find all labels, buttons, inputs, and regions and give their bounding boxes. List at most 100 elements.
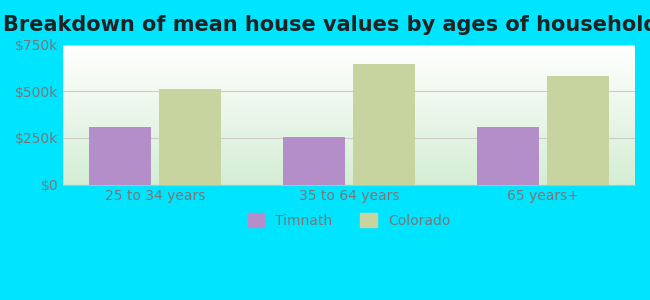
Bar [63, 84, 635, 86]
Bar [63, 70, 635, 71]
Bar [63, 151, 635, 152]
Bar [63, 97, 635, 98]
Bar [63, 71, 635, 73]
Bar [63, 183, 635, 184]
Bar [63, 55, 635, 56]
Bar [63, 105, 635, 106]
Bar [63, 90, 635, 91]
Bar [63, 98, 635, 99]
Bar [63, 137, 635, 139]
Bar [63, 169, 635, 171]
Bar [63, 120, 635, 122]
Bar [63, 73, 635, 74]
Bar [63, 58, 635, 59]
Bar [63, 66, 635, 67]
Bar [63, 64, 635, 66]
Bar [63, 118, 635, 119]
Bar [63, 164, 635, 165]
Bar [63, 179, 635, 180]
Bar [63, 106, 635, 108]
Bar [63, 81, 635, 83]
Bar [63, 154, 635, 155]
Bar [63, 140, 635, 141]
Bar [63, 94, 635, 95]
Bar [63, 176, 635, 178]
Bar [63, 171, 635, 172]
Bar [63, 103, 635, 105]
Bar [63, 122, 635, 123]
Bar [547, 76, 609, 184]
Bar [63, 167, 635, 168]
Bar [63, 146, 635, 147]
Bar [63, 127, 635, 129]
Bar [63, 48, 635, 49]
Bar [63, 52, 635, 53]
Bar [63, 91, 635, 92]
Bar [63, 46, 635, 48]
Bar [63, 136, 635, 137]
Bar [283, 137, 345, 184]
Bar [63, 108, 635, 109]
Bar [353, 64, 415, 184]
Bar [63, 144, 635, 146]
Legend: Timnath, Colorado: Timnath, Colorado [242, 208, 456, 233]
Bar [63, 161, 635, 162]
Bar [63, 113, 635, 115]
Bar [63, 115, 635, 116]
Bar [63, 67, 635, 69]
Bar [63, 116, 635, 118]
Bar [63, 74, 635, 76]
Bar [63, 77, 635, 78]
Bar [63, 157, 635, 158]
Bar [63, 131, 635, 133]
Bar [63, 126, 635, 127]
Bar [63, 152, 635, 154]
Bar [63, 59, 635, 60]
Bar [63, 147, 635, 148]
Bar [63, 85, 635, 87]
Bar [63, 139, 635, 140]
Bar [63, 162, 635, 164]
Bar [63, 182, 635, 183]
Bar [63, 141, 635, 142]
Bar [89, 127, 151, 184]
Bar [63, 150, 635, 151]
Bar [63, 80, 635, 81]
Bar [63, 119, 635, 120]
Bar [63, 172, 635, 173]
Title: Breakdown of mean house values by ages of householders: Breakdown of mean house values by ages o… [3, 15, 650, 35]
Bar [63, 45, 635, 46]
Bar [63, 142, 635, 144]
Bar [63, 112, 635, 113]
Bar [63, 69, 635, 70]
Bar [63, 173, 635, 175]
Bar [63, 109, 635, 110]
Bar [63, 95, 635, 97]
Bar [63, 60, 635, 62]
Bar [63, 129, 635, 130]
Bar [63, 61, 635, 63]
Bar [63, 87, 635, 88]
Bar [63, 165, 635, 166]
Bar [63, 101, 635, 102]
Bar [63, 78, 635, 80]
Bar [63, 180, 635, 182]
Bar [477, 127, 539, 184]
Bar [63, 88, 635, 90]
Bar [63, 102, 635, 104]
Bar [63, 158, 635, 159]
Bar [63, 82, 635, 84]
Bar [63, 148, 635, 150]
Bar [63, 124, 635, 126]
Bar [63, 155, 635, 157]
Bar [159, 88, 221, 184]
Bar [63, 50, 635, 52]
Bar [63, 168, 635, 169]
Bar [63, 56, 635, 58]
Bar [63, 130, 635, 131]
Bar [63, 110, 635, 112]
Bar [63, 175, 635, 176]
Bar [63, 99, 635, 101]
Bar [63, 92, 635, 94]
Bar [63, 178, 635, 179]
